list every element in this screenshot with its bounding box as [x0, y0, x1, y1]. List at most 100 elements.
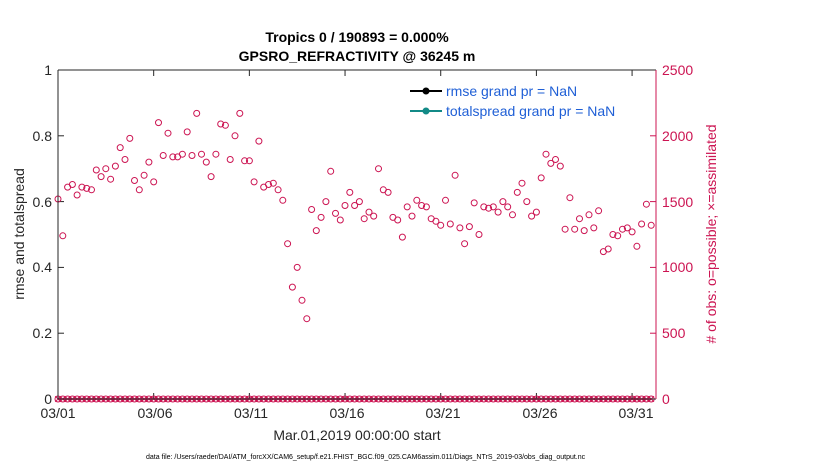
possible-obs-point: [585, 211, 593, 219]
legend: rmse grand pr = NaN totalspread grand pr…: [410, 83, 615, 119]
possible-obs-point: [140, 171, 148, 179]
possible-obs-point: [202, 158, 210, 166]
possible-obs-point: [442, 196, 449, 204]
right-tick-label: 2000: [662, 128, 693, 144]
possible-obs-point: [480, 203, 488, 211]
possible-obs-point: [489, 203, 497, 211]
possible-obs-point: [279, 196, 287, 204]
possible-obs-point: [590, 224, 598, 232]
possible-obs-point: [647, 221, 655, 229]
possible-obs-point: [73, 191, 81, 199]
right-tick-label: 500: [662, 325, 686, 341]
right-tick-label: 1000: [662, 259, 693, 275]
possible-obs-point: [537, 174, 545, 182]
possible-obs-point: [604, 245, 612, 253]
possible-obs-point: [566, 194, 574, 202]
possible-obs-point: [470, 199, 478, 207]
possible-obs-point: [111, 162, 119, 170]
x-tick-label: 03/11: [234, 405, 268, 421]
y-axis-label-left: rmse and totalspread: [11, 168, 27, 300]
possible-obs-point: [422, 203, 430, 211]
chart-title-line2: GPSRO_REFRACTIVITY @ 36245 m: [239, 48, 476, 64]
possible-obs-point: [159, 152, 167, 159]
possible-obs-point: [561, 225, 569, 233]
possible-obs-point: [92, 166, 100, 174]
possible-obs-point: [188, 152, 196, 159]
right-tick-label: 0: [662, 391, 670, 407]
possible-obs-point: [288, 283, 296, 291]
possible-obs-point: [68, 181, 76, 188]
possible-obs-point: [595, 207, 603, 215]
possible-obs-point: [638, 220, 646, 228]
possible-obs-point: [609, 231, 617, 238]
possible-obs-point: [418, 202, 426, 209]
possible-obs-point: [83, 184, 91, 192]
possible-obs-point: [265, 181, 272, 188]
possible-obs-point: [360, 215, 368, 223]
possible-obs-point: [241, 157, 249, 165]
possible-obs-series: [54, 109, 655, 323]
left-tick-labels: 0 0.2 0.4 0.6 0.8 1: [33, 62, 53, 407]
possible-obs-point: [169, 153, 177, 161]
possible-obs-point: [355, 198, 363, 206]
legend-totalspread-marker: [422, 107, 430, 115]
left-tick-label: 1: [44, 62, 52, 78]
possible-obs-point: [571, 225, 579, 233]
possible-obs-point: [523, 198, 531, 206]
possible-obs-point: [327, 167, 335, 175]
possible-obs-point: [336, 216, 344, 224]
legend-rmse-label: rmse grand pr = NaN: [446, 83, 577, 99]
possible-obs-point: [308, 206, 316, 213]
possible-obs-point: [102, 165, 110, 173]
possible-obs-point: [212, 150, 220, 158]
possible-obs-point: [107, 175, 115, 183]
possible-obs-point: [155, 119, 162, 127]
possible-obs-point: [547, 159, 555, 167]
possible-obs-point: [580, 227, 588, 235]
possible-obs-point: [446, 220, 454, 228]
possible-obs-point: [628, 228, 636, 236]
possible-obs-point: [78, 183, 86, 191]
possible-obs-point: [365, 208, 373, 216]
possible-obs-point: [88, 186, 95, 194]
possible-obs-point: [231, 132, 239, 140]
possible-obs-point: [485, 204, 493, 212]
legend-totalspread-label: totalspread grand pr = NaN: [446, 103, 615, 119]
possible-obs-point: [207, 173, 215, 181]
possible-obs-point: [293, 263, 301, 271]
x-tick-label: 03/01: [40, 405, 75, 421]
x-axis-label: Mar.01,2019 00:00:00 start: [273, 427, 440, 443]
left-tick-label: 0.8: [33, 128, 53, 144]
possible-obs-point: [398, 233, 406, 241]
possible-obs-point: [332, 209, 339, 217]
possible-obs-point: [432, 217, 440, 225]
possible-obs-point: [642, 200, 650, 208]
x-tick-label: 03/26: [522, 405, 557, 421]
possible-obs-point: [556, 162, 564, 170]
possible-obs-point: [341, 202, 349, 209]
possible-obs-point: [178, 150, 186, 158]
possible-obs-point: [303, 315, 311, 323]
possible-obs-point: [465, 223, 473, 231]
possible-obs-point: [456, 224, 464, 232]
possible-obs-point: [255, 137, 263, 145]
possible-obs-point: [532, 208, 540, 216]
possible-obs-point: [375, 165, 382, 173]
left-tick-label: 0.2: [33, 325, 53, 341]
left-tick-label: 0: [44, 391, 52, 407]
possible-obs-point: [250, 178, 258, 186]
possible-obs-point: [245, 157, 253, 165]
y-axis-label-right: # of obs: o=possible; ×=assimilated: [703, 124, 719, 343]
x-tick-labels: 03/01 03/06 03/11 03/16 03/21 03/26 03/3…: [40, 405, 653, 421]
possible-obs-point: [312, 227, 320, 235]
left-tick-label: 0.6: [33, 194, 53, 210]
possible-obs-point: [614, 232, 622, 240]
possible-obs-point: [437, 221, 445, 229]
plot-area: [58, 70, 656, 399]
possible-obs-point: [408, 212, 416, 220]
possible-obs-point: [317, 213, 325, 221]
possible-obs-point: [164, 129, 172, 137]
possible-obs-point: [284, 240, 292, 248]
possible-obs-point: [451, 171, 459, 179]
